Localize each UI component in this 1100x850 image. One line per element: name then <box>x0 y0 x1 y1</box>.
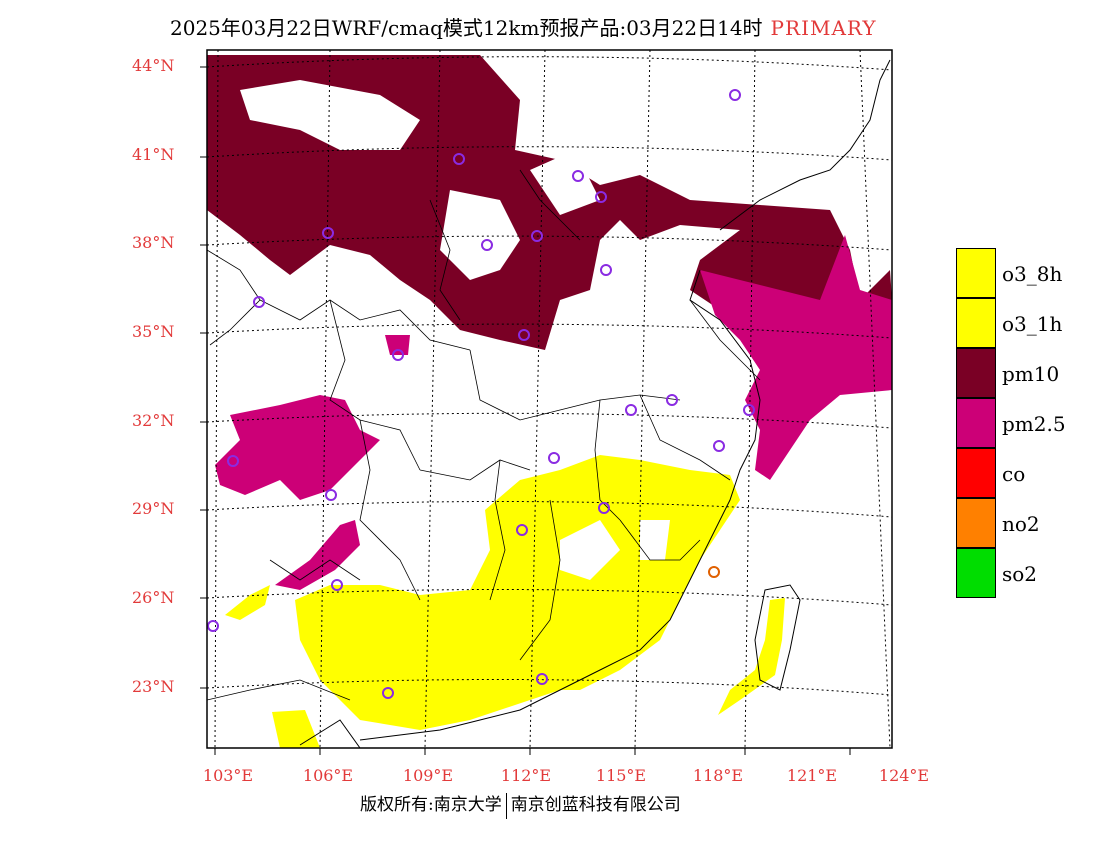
lon-label-118: 118°E <box>692 766 744 785</box>
o3-gap <box>560 520 620 580</box>
legend-swatch <box>956 498 996 548</box>
legend-label: pm10 <box>1002 362 1060 386</box>
copyright-left: 版权所有:南京大学 <box>360 795 502 815</box>
legend-label: pm2.5 <box>1002 412 1066 436</box>
lat-label-29: 29°N <box>132 499 175 518</box>
lat-label-41: 41°N <box>132 145 175 164</box>
pm25-region-east <box>700 235 892 480</box>
legend-swatch <box>956 348 996 398</box>
lat-label-26: 26°N <box>132 588 175 607</box>
legend-item-so2: so2 <box>956 548 1086 598</box>
lon-label-103: 103°E <box>202 766 254 785</box>
primary-tag: PRIMARY <box>770 16 877 40</box>
o3-region-sw <box>225 585 270 620</box>
lon-label-106: 106°E <box>302 766 354 785</box>
legend-label: so2 <box>1002 562 1038 586</box>
legend-swatch <box>956 448 996 498</box>
o3-region-taiwan <box>718 598 785 715</box>
copyright-footer: 版权所有:南京大学 南京创蓝科技有限公司 <box>360 790 681 819</box>
legend-swatch <box>956 398 996 448</box>
lat-label-32: 32°N <box>132 411 175 430</box>
legend-item-co: co <box>956 448 1086 498</box>
legend-item-o3-1h: o3_1h <box>956 298 1086 348</box>
pm25-patch <box>385 335 410 355</box>
legend-label: no2 <box>1002 512 1040 536</box>
o3-region-south <box>295 455 740 730</box>
legend-item-pm25: pm2.5 <box>956 398 1086 448</box>
lat-label-38: 38°N <box>132 233 175 252</box>
map-frame <box>206 49 893 749</box>
title-text: 2025年03月22日WRF/cmaq模式12km预报产品:03月22日14时 <box>170 16 763 40</box>
lat-label-23: 23°N <box>132 677 175 696</box>
lon-label-109: 109°E <box>402 766 454 785</box>
o3-region-bottom <box>272 710 320 748</box>
lon-label-112: 112°E <box>500 766 552 785</box>
pm25-band-sw <box>275 520 360 590</box>
lon-label-115: 115°E <box>595 766 647 785</box>
pm10-gap-3 <box>530 150 600 215</box>
map-title: 2025年03月22日WRF/cmaq模式12km预报产品:03月22日14时 P… <box>170 12 877 41</box>
map-content <box>207 50 892 748</box>
legend-item-o3-8h: o3_8h <box>956 248 1086 298</box>
graticule <box>207 50 892 748</box>
pm10-gap <box>240 80 420 150</box>
o3-gap-2 <box>640 520 670 560</box>
coastline <box>299 59 891 748</box>
legend-label: o3_8h <box>1002 262 1063 286</box>
station-markers <box>207 89 755 699</box>
legend-item-no2: no2 <box>956 498 1086 548</box>
lat-label-35: 35°N <box>132 322 175 341</box>
lon-label-124: 124°E <box>878 766 930 785</box>
pm10-gap-2 <box>440 190 520 280</box>
lat-label-44: 44°N <box>132 56 175 75</box>
legend-label: o3_1h <box>1002 312 1063 336</box>
pm25-region-sw <box>215 395 380 500</box>
legend-swatch <box>956 548 996 598</box>
legend-swatch <box>956 298 996 348</box>
province-borders <box>207 169 761 701</box>
axis-ticks <box>200 66 851 755</box>
legend-item-pm10: pm10 <box>956 348 1086 398</box>
copyright-right: 南京创蓝科技有限公司 <box>510 795 681 815</box>
pollutant-legend: o3_8h o3_1h pm10 pm2.5 co no2 so2 <box>956 248 1086 598</box>
lon-label-121: 121°E <box>786 766 838 785</box>
legend-label: co <box>1002 462 1026 486</box>
footer-separator <box>505 792 507 819</box>
legend-swatch <box>956 248 996 298</box>
